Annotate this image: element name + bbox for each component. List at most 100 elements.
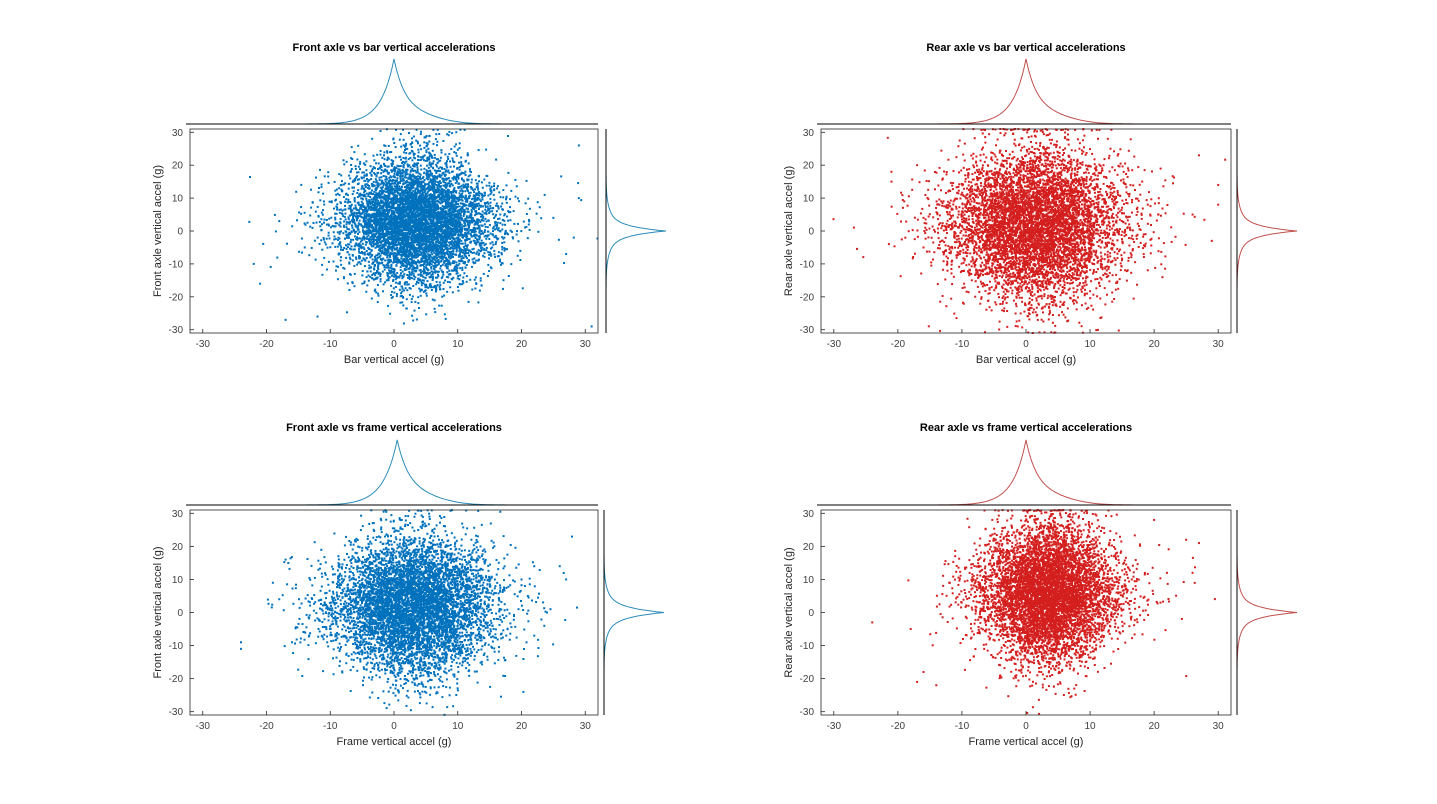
scatter-point <box>410 149 413 152</box>
scatter-point <box>447 219 450 222</box>
scatter-point <box>398 208 401 211</box>
scatter-point <box>430 154 433 157</box>
scatter-point <box>409 200 412 203</box>
scatter-point <box>415 283 418 286</box>
scatter-point <box>361 229 364 232</box>
scatter-point <box>428 181 431 184</box>
scatter-point <box>391 238 394 241</box>
scatter-point <box>428 158 430 161</box>
scatter-point <box>378 167 381 170</box>
scatter-point <box>449 216 452 219</box>
scatter-point <box>358 257 361 260</box>
scatter-point <box>420 280 423 283</box>
scatter-point <box>379 273 382 276</box>
scatter-point <box>372 230 374 232</box>
scatter-point <box>410 298 413 301</box>
scatter-point <box>446 290 449 293</box>
scatter-point <box>417 142 419 145</box>
scatter-point <box>346 201 349 204</box>
scatter-point <box>450 212 453 215</box>
scatter-point <box>492 243 495 246</box>
scatter-point <box>448 198 450 201</box>
scatter-point <box>390 219 393 222</box>
scatter-point <box>375 174 378 177</box>
scatter-point <box>379 200 382 203</box>
scatter-point <box>375 198 378 201</box>
scatter-point <box>386 190 389 193</box>
scatter-point <box>494 234 497 237</box>
scatter-point <box>393 197 396 200</box>
scatter-point <box>426 183 428 186</box>
scatter-point <box>421 191 424 194</box>
scatter-point <box>456 198 459 201</box>
scatter-point <box>446 166 449 169</box>
scatter-point <box>392 232 395 235</box>
scatter-point <box>383 215 386 218</box>
scatter-point <box>445 240 448 243</box>
scatter-point <box>405 298 408 301</box>
scatter-point <box>441 253 444 256</box>
scatter-point <box>480 248 483 251</box>
scatter-point <box>468 195 470 198</box>
scatter-point <box>385 264 388 266</box>
scatter-point <box>349 247 351 250</box>
scatter-point <box>422 180 425 183</box>
scatter-point <box>375 216 378 219</box>
scatter-point <box>371 137 374 140</box>
scatter-point <box>382 252 385 255</box>
scatter-point <box>381 211 384 214</box>
scatter-point <box>418 307 420 309</box>
scatter-point <box>358 231 361 234</box>
scatter-point <box>370 205 373 208</box>
scatter-point <box>319 225 322 228</box>
scatter-point <box>428 272 431 274</box>
scatter-point <box>387 215 390 218</box>
scatter-point <box>524 202 527 205</box>
scatter-point <box>310 247 313 249</box>
scatter-point <box>478 198 481 201</box>
scatter-point <box>398 156 401 158</box>
scatter-point <box>501 248 504 251</box>
scatter-point <box>336 208 339 211</box>
scatter-point <box>471 258 474 261</box>
scatter-point <box>457 203 459 206</box>
scatter-point <box>404 147 407 150</box>
scatter-point <box>518 200 520 203</box>
scatter-point <box>412 135 415 138</box>
scatter-point <box>451 262 454 264</box>
scatter-point <box>398 138 401 141</box>
scatter-point <box>312 222 315 224</box>
scatter-point <box>434 270 437 273</box>
scatter-point <box>399 238 402 241</box>
scatter-point <box>433 299 436 302</box>
scatter-point <box>345 247 348 250</box>
scatter-point <box>407 240 410 243</box>
scatter-point <box>363 191 366 194</box>
scatter-point <box>414 300 417 303</box>
scatter-point <box>431 235 434 238</box>
scatter-point <box>448 281 451 284</box>
scatter-point <box>339 222 342 225</box>
scatter-point <box>388 217 391 220</box>
scatter-point <box>462 186 465 189</box>
scatter-point <box>435 133 438 136</box>
scatter-point <box>416 218 419 221</box>
scatter-point <box>512 237 515 240</box>
scatter-point <box>445 252 448 255</box>
scatter-point <box>411 255 414 257</box>
scatter-point <box>460 219 463 221</box>
scatter-point <box>422 224 425 227</box>
scatter-point <box>444 190 447 193</box>
scatter-point <box>432 271 435 274</box>
scatter-point <box>394 247 397 250</box>
scatter-point <box>387 157 390 160</box>
scatter-point <box>439 206 442 209</box>
scatter-point <box>374 198 377 201</box>
scatter-point <box>373 268 376 271</box>
scatter-point <box>430 186 433 189</box>
scatter-point <box>464 219 466 222</box>
scatter-point <box>460 172 463 175</box>
scatter-point <box>357 228 360 231</box>
scatter-point <box>399 207 402 210</box>
scatter-point <box>399 178 402 181</box>
